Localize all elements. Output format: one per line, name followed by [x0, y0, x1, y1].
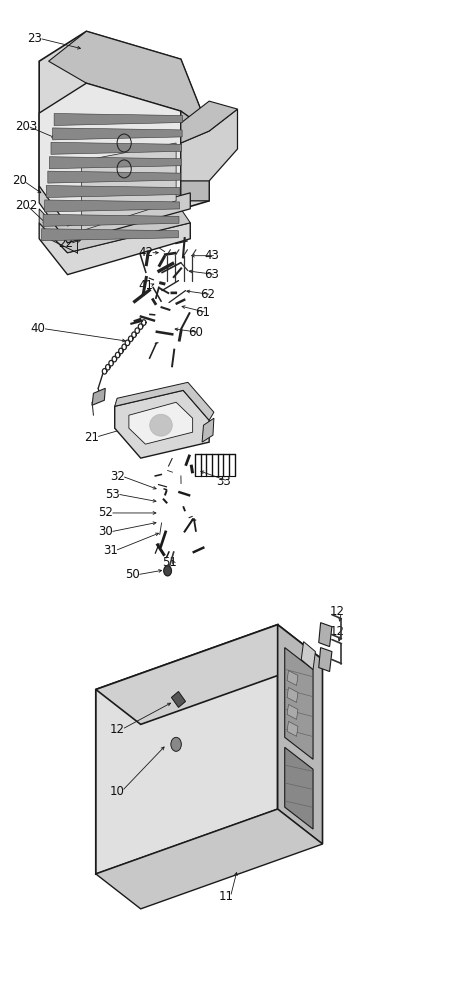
Polygon shape — [287, 671, 298, 685]
Polygon shape — [39, 31, 209, 243]
Text: 23: 23 — [28, 32, 42, 45]
Polygon shape — [96, 809, 323, 909]
Polygon shape — [181, 109, 238, 181]
Polygon shape — [285, 747, 313, 829]
Polygon shape — [301, 642, 315, 670]
Polygon shape — [202, 418, 214, 442]
Text: 53: 53 — [105, 488, 120, 501]
Text: 33: 33 — [216, 475, 231, 488]
Polygon shape — [49, 157, 181, 169]
Polygon shape — [39, 83, 181, 243]
Text: 30: 30 — [98, 525, 113, 538]
Text: 63: 63 — [204, 268, 219, 281]
Text: 12: 12 — [330, 605, 344, 618]
Polygon shape — [46, 186, 180, 198]
Text: 22: 22 — [204, 117, 219, 130]
Text: 62: 62 — [200, 288, 215, 301]
Polygon shape — [285, 648, 313, 759]
Polygon shape — [115, 382, 214, 420]
Text: 32: 32 — [110, 470, 125, 483]
Polygon shape — [53, 128, 182, 140]
Polygon shape — [51, 142, 181, 154]
Ellipse shape — [150, 414, 172, 436]
Polygon shape — [41, 229, 179, 241]
Polygon shape — [171, 691, 186, 707]
Polygon shape — [39, 186, 190, 243]
Polygon shape — [48, 31, 209, 131]
Polygon shape — [82, 143, 176, 231]
Text: 51: 51 — [162, 556, 177, 569]
Polygon shape — [287, 704, 298, 719]
Text: 20: 20 — [12, 174, 27, 187]
Text: 42: 42 — [138, 246, 153, 259]
Polygon shape — [181, 101, 238, 143]
Text: 41: 41 — [138, 279, 153, 292]
Text: 203: 203 — [16, 120, 38, 133]
Text: 22: 22 — [58, 237, 73, 250]
Polygon shape — [92, 388, 105, 405]
Polygon shape — [96, 625, 323, 724]
Text: 31: 31 — [103, 544, 118, 557]
Polygon shape — [39, 223, 190, 275]
Polygon shape — [129, 402, 193, 444]
Polygon shape — [181, 111, 209, 201]
Text: 52: 52 — [98, 506, 113, 519]
Polygon shape — [287, 687, 298, 702]
Text: 60: 60 — [188, 326, 203, 339]
Polygon shape — [43, 214, 179, 226]
Polygon shape — [45, 200, 180, 212]
Polygon shape — [319, 623, 332, 647]
Text: 61: 61 — [195, 306, 210, 319]
Polygon shape — [96, 625, 278, 874]
Polygon shape — [39, 209, 190, 253]
Text: 11: 11 — [218, 890, 234, 903]
Text: 40: 40 — [31, 322, 46, 335]
Polygon shape — [287, 721, 298, 736]
Ellipse shape — [171, 737, 181, 751]
Polygon shape — [48, 171, 180, 183]
Text: 50: 50 — [125, 568, 140, 581]
Text: 12: 12 — [110, 723, 125, 736]
Text: 12: 12 — [330, 625, 344, 638]
Polygon shape — [278, 625, 323, 844]
Text: 10: 10 — [110, 785, 125, 798]
Ellipse shape — [164, 566, 171, 576]
Text: 202: 202 — [16, 199, 38, 212]
Text: 43: 43 — [204, 249, 219, 262]
Text: 21: 21 — [84, 431, 99, 444]
Polygon shape — [319, 648, 332, 672]
Polygon shape — [115, 390, 209, 458]
Polygon shape — [54, 114, 183, 125]
